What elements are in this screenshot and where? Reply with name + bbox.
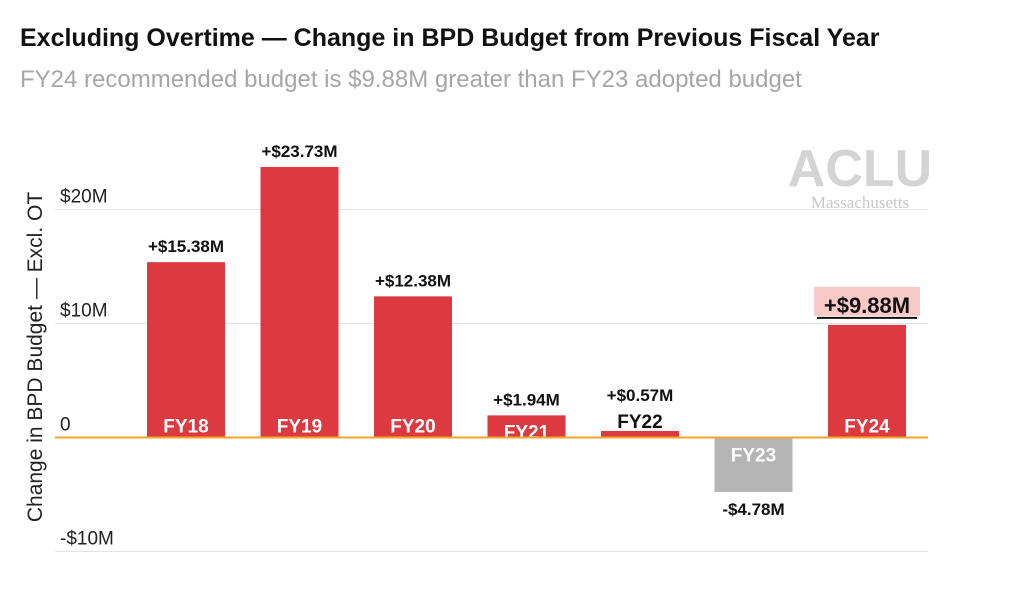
category-label: FY21 [504,423,550,444]
y-tick-label: 0 [60,415,71,436]
logo-subtext: Massachusetts [811,193,909,212]
y-tick-label: $10M [60,301,108,322]
value-label: -$4.78M [722,500,784,519]
category-label: FY18 [163,417,208,438]
value-label: +$15.38M [148,237,224,256]
y-tick-label: -$10M [60,529,114,550]
value-label: +$23.73M [261,142,337,161]
chart-title: Excluding Overtime — Change in BPD Budge… [20,24,880,52]
logo-text: ACLU [788,140,932,198]
category-label: FY23 [731,446,776,467]
y-axis: $20M $10M 0 -$10M [55,187,928,550]
bar-fy19 [260,166,339,438]
chart-subtitle: FY24 recommended budget is $9.88M greate… [20,66,802,93]
value-label: +$9.88M [824,293,910,318]
bar-fy22 [601,431,679,438]
bar-fy21 [487,415,566,438]
aclu-logo: ACLU Massachusetts [788,140,932,212]
bars: FY18 +$15.38M FY19 +$23.73M FY20 +$12.38M FY21… [147,142,920,519]
value-label: +$1.94M [493,390,560,409]
bar-fy18 [147,262,225,438]
bar-fy24 [828,324,906,438]
value-label: +$12.38M [375,271,451,290]
highlight-background [814,286,920,316]
category-label: FY22 [617,412,662,433]
category-label: FY19 [277,417,322,438]
bar-fy23 [714,437,793,492]
y-axis-label: Change in BPD Budget — Excl. OT [24,192,47,522]
value-label: +$0.57M [607,386,674,405]
category-label: FY24 [844,417,890,438]
category-label: FY20 [390,417,435,438]
y-tick-label: $20M [60,187,108,208]
bar-fy20 [374,296,452,438]
